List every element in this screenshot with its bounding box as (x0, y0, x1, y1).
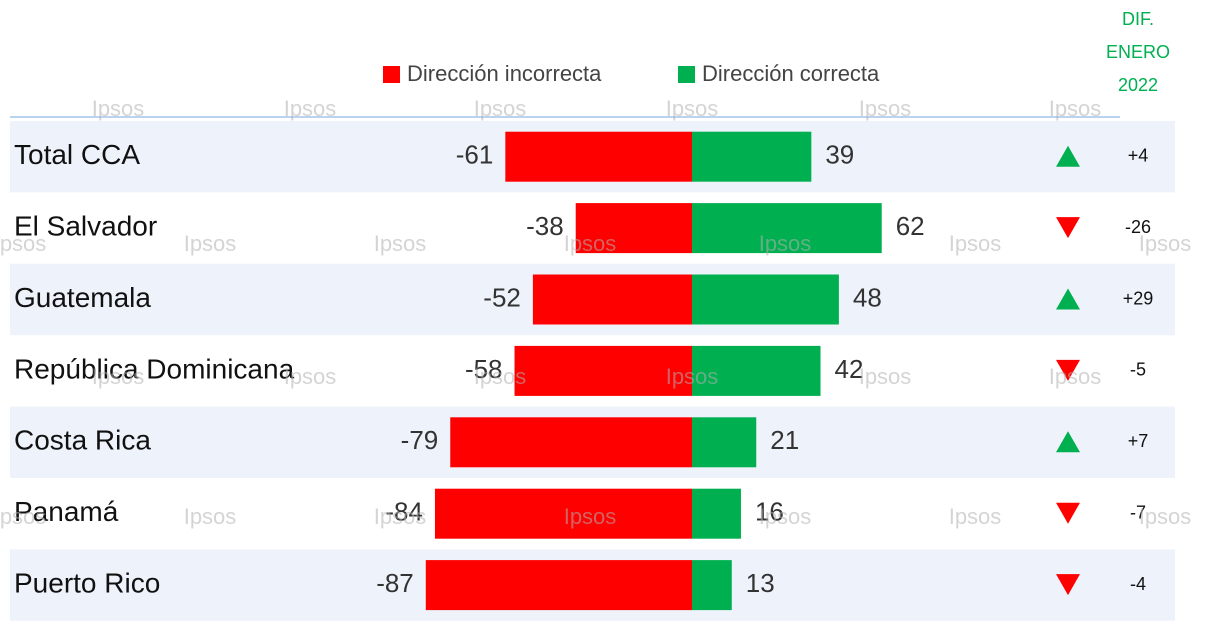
watermark: Ipsos (374, 231, 427, 256)
legend-label: Dirección correcta (702, 61, 880, 86)
bar (575, 203, 692, 254)
bar (450, 417, 692, 468)
watermark: Ipsos (374, 504, 427, 529)
watermark: Ipsos (284, 96, 337, 121)
change-header: 2022 (1118, 75, 1158, 95)
value-label: -58 (465, 354, 503, 384)
value-label: 42 (835, 354, 864, 384)
change-arrow (1056, 574, 1080, 596)
bar (434, 488, 692, 539)
watermark: Ipsos (859, 364, 912, 389)
bar (692, 345, 821, 396)
change-arrow (1056, 359, 1080, 381)
bar (692, 488, 741, 539)
category-label: Panamá (14, 496, 119, 527)
value-label: -79 (401, 425, 439, 455)
value-label: -52 (483, 282, 521, 312)
value-label: -61 (456, 140, 494, 170)
bar (692, 203, 882, 254)
value-label: 21 (770, 425, 799, 455)
value-label: -87 (376, 568, 414, 598)
bar (532, 274, 692, 325)
bar (692, 274, 839, 325)
watermark: Ipsos (474, 364, 527, 389)
change-label: -5 (1130, 360, 1146, 380)
change-label: +4 (1128, 145, 1149, 165)
watermark: Ipsos (666, 364, 719, 389)
category-label: Guatemala (14, 282, 151, 313)
watermark: Ipsos (0, 231, 46, 256)
watermark: Ipsos (284, 364, 337, 389)
bar (514, 345, 692, 396)
change-arrow (1056, 431, 1080, 453)
value-label: 16 (755, 497, 784, 527)
legend-label: Dirección incorrecta (407, 61, 602, 86)
watermark: Ipsos (949, 504, 1002, 529)
change-label: +7 (1128, 431, 1149, 451)
bar (692, 131, 812, 182)
value-label: -84 (385, 497, 423, 527)
watermark: Ipsos (92, 364, 145, 389)
change-arrow (1056, 288, 1080, 310)
change-header: DIF. (1122, 9, 1154, 29)
watermark: Ipsos (474, 96, 527, 121)
watermark: Ipsos (1049, 96, 1102, 121)
watermark: Ipsos (1139, 504, 1192, 529)
value-label: 39 (825, 140, 854, 170)
legend-swatch (383, 66, 400, 83)
watermark: Ipsos (92, 96, 145, 121)
category-label: República Dominicana (14, 353, 295, 384)
watermark: Ipsos (184, 504, 237, 529)
change-label: -7 (1130, 502, 1146, 522)
legend-swatch (678, 66, 695, 83)
watermark: Ipsos (564, 231, 617, 256)
watermark: Ipsos (949, 231, 1002, 256)
bar (505, 131, 692, 182)
change-label: +29 (1123, 288, 1154, 308)
change-header: ENERO (1106, 42, 1170, 62)
change-arrow (1056, 502, 1080, 524)
watermark: Ipsos (0, 504, 46, 529)
watermark: Ipsos (859, 96, 912, 121)
category-label: Total CCA (14, 139, 140, 170)
category-label: Costa Rica (14, 425, 151, 456)
category-label: El Salvador (14, 210, 157, 241)
bar (692, 560, 732, 611)
watermark: Ipsos (564, 504, 617, 529)
watermark: Ipsos (759, 231, 812, 256)
change-label: -26 (1125, 217, 1151, 237)
bar (692, 417, 757, 468)
bar (425, 560, 692, 611)
category-label: Puerto Rico (14, 567, 160, 598)
change-label: -4 (1130, 574, 1146, 594)
watermark: Ipsos (1139, 231, 1192, 256)
change-arrow (1056, 217, 1080, 239)
change-arrow (1056, 145, 1080, 167)
value-label: 13 (746, 568, 775, 598)
watermark: Ipsos (1049, 364, 1102, 389)
value-label: -38 (526, 211, 564, 241)
watermark: Ipsos (666, 96, 719, 121)
watermark: Ipsos (184, 231, 237, 256)
value-label: 62 (896, 211, 925, 241)
watermark: Ipsos (759, 504, 812, 529)
value-label: 48 (853, 282, 882, 312)
